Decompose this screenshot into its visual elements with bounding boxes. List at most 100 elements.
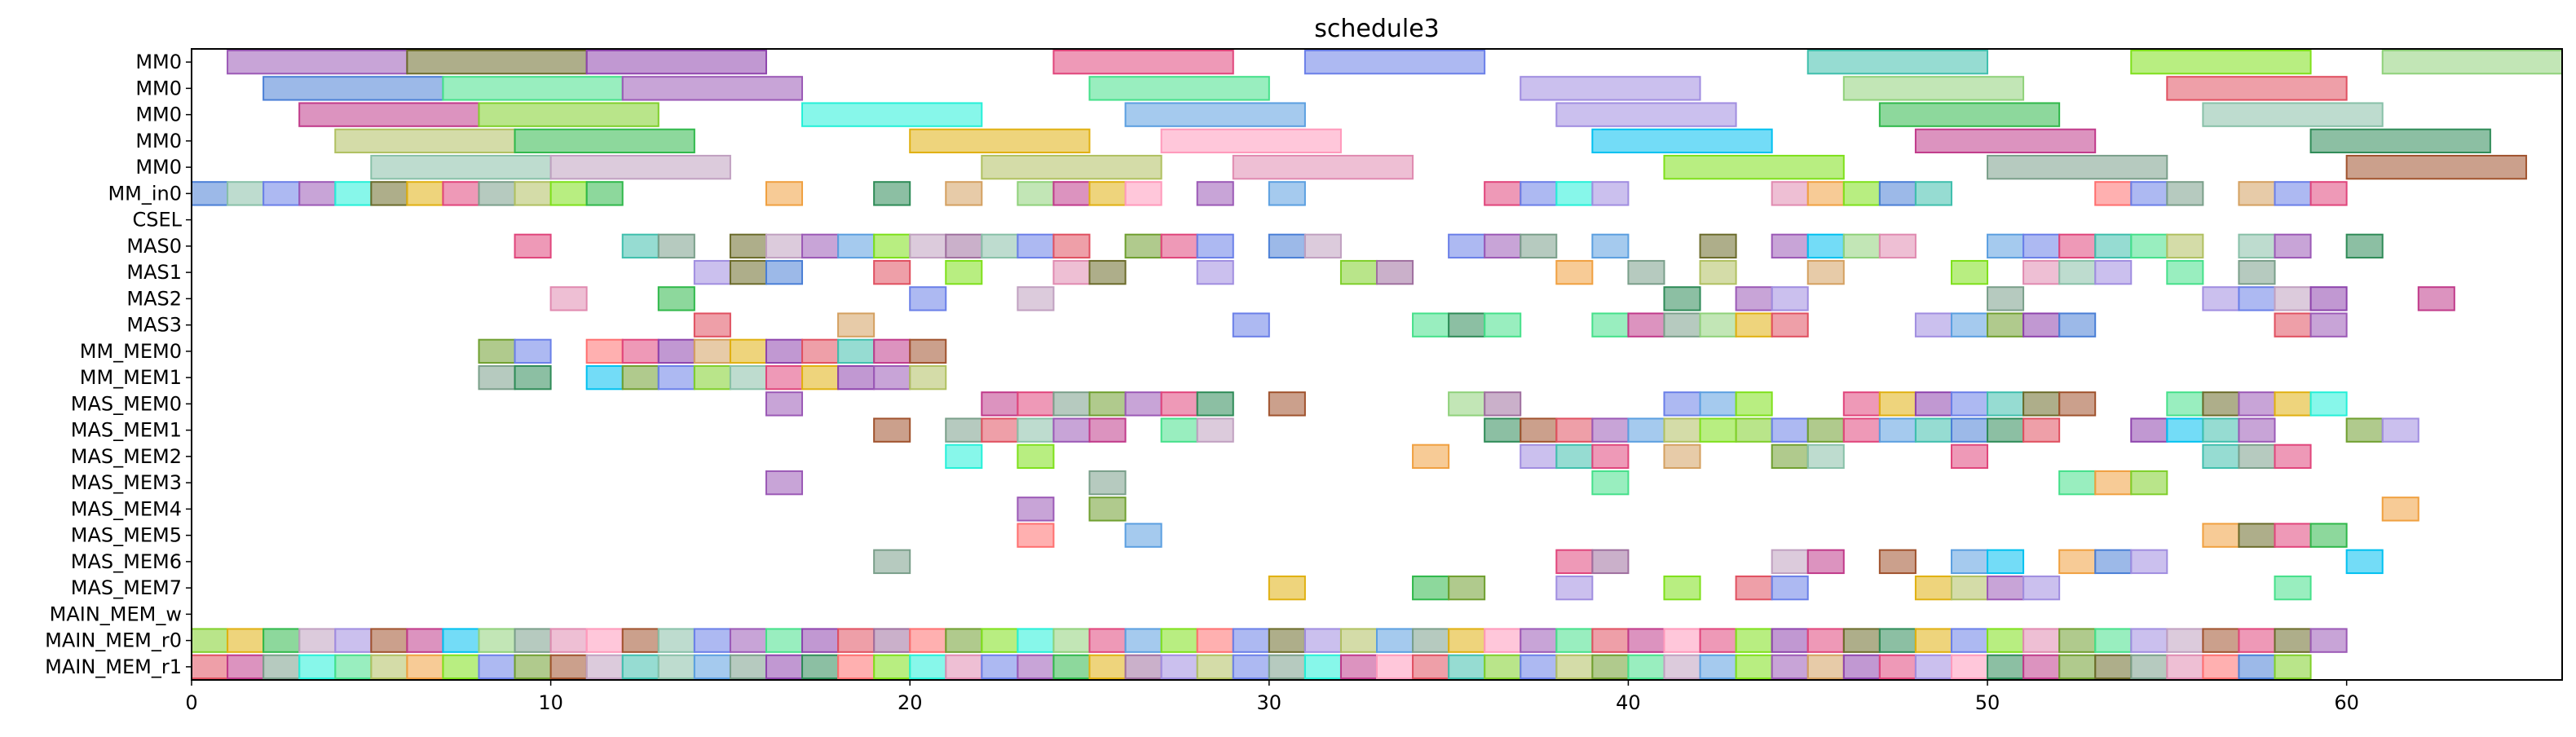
task-bar [2238, 444, 2276, 470]
task-bar [549, 286, 588, 311]
task-bar [2274, 654, 2312, 680]
task-bar [262, 654, 301, 680]
y-tick-label: MM0 [135, 77, 182, 99]
task-bar [1771, 233, 1809, 259]
task-bar [478, 181, 516, 206]
task-bar [406, 654, 444, 680]
task-bar [2130, 181, 2168, 206]
task-bar [2094, 654, 2133, 680]
task-bar [2309, 391, 2348, 417]
task-bar [657, 364, 695, 391]
y-tick-label: MM_MEM0 [80, 340, 182, 363]
task-bar [2058, 259, 2097, 285]
x-tick-label: 40 [1616, 691, 1641, 714]
task-bar [1520, 654, 1558, 680]
task-bar [1520, 628, 1558, 653]
task-bar [945, 444, 983, 470]
task-bar [2274, 628, 2312, 653]
task-bar [1052, 259, 1091, 285]
task-bar [1520, 417, 1558, 443]
task-bar [2238, 259, 2276, 285]
task-bar [621, 338, 659, 364]
task-bar [191, 628, 229, 653]
task-bar [1987, 628, 2025, 653]
task-bar [1052, 417, 1091, 443]
task-bar [1842, 417, 1881, 443]
task-bar [837, 312, 876, 338]
task-bar [1806, 654, 1845, 680]
task-bar [2166, 654, 2204, 680]
task-bar [1017, 181, 1055, 206]
task-bar [1412, 444, 1450, 470]
task-bar [1987, 154, 2168, 180]
task-bar [2094, 233, 2133, 259]
task-bar [693, 654, 731, 680]
task-bar [765, 654, 804, 680]
task-bar [1555, 549, 1594, 575]
task-bar [1699, 233, 1737, 259]
task-bar [1017, 417, 1055, 443]
task-bar [2238, 628, 2276, 653]
task-bar [1842, 628, 1881, 653]
task-bar [945, 417, 983, 443]
plot-frame [191, 48, 2563, 681]
y-tick-label: MAIN_MEM_w [50, 602, 182, 625]
task-bar [657, 338, 695, 364]
task-bar [1950, 654, 1989, 680]
task-bar [1878, 654, 1917, 680]
task-bar [2274, 286, 2312, 311]
task-bar [334, 181, 373, 206]
task-bar [2274, 575, 2312, 601]
task-bar [765, 259, 804, 285]
task-bar [2130, 417, 2168, 443]
task-bar [1735, 628, 1773, 653]
task-bar [1052, 49, 1234, 75]
task-bar [334, 628, 373, 653]
y-tick-label: MAS_MEM3 [71, 471, 182, 494]
task-bar [1771, 654, 1809, 680]
y-tick-label: MM0 [135, 51, 182, 73]
task-bar [657, 628, 695, 653]
task-bar [1339, 259, 1378, 285]
task-bar [1878, 102, 2061, 127]
task-bar [1591, 417, 1630, 443]
task-bar [765, 338, 804, 364]
task-bar [2022, 259, 2061, 285]
task-bar [1160, 628, 1198, 653]
task-bar [1627, 654, 1665, 680]
task-bar [1448, 312, 1486, 338]
y-tick-label: MAS_MEM4 [71, 497, 182, 520]
task-bar [909, 654, 947, 680]
task-bar [2022, 312, 2061, 338]
y-tick-label: MAIN_MEM_r0 [45, 629, 182, 652]
task-bar [1160, 128, 1342, 154]
task-bar [514, 628, 552, 653]
task-bar [478, 628, 516, 653]
task-bar [693, 312, 731, 338]
task-bar [1555, 102, 1737, 127]
task-bar [1914, 417, 1952, 443]
task-bar [1950, 628, 1989, 653]
task-bar [2309, 523, 2348, 548]
task-bar [1806, 233, 1845, 259]
task-bar [2166, 628, 2204, 653]
task-bar [1806, 417, 1845, 443]
y-tick-label: MAS_MEM2 [71, 445, 182, 468]
task-bar [1412, 312, 1450, 338]
task-bar [2166, 76, 2348, 101]
task-bar [2058, 470, 2097, 496]
task-bar [1771, 286, 1809, 311]
task-bar [585, 181, 624, 206]
task-bar [945, 181, 983, 206]
task-bar [1591, 312, 1630, 338]
task-bar [837, 233, 876, 259]
task-bar [1124, 233, 1162, 259]
task-bar [1914, 312, 1952, 338]
task-bar [1771, 628, 1809, 653]
task-bar [2166, 417, 2204, 443]
x-tick-label: 20 [898, 691, 923, 714]
task-bar [1735, 286, 1773, 311]
task-bar [765, 391, 804, 417]
task-bar [2238, 181, 2276, 206]
task-bar [2345, 549, 2384, 575]
